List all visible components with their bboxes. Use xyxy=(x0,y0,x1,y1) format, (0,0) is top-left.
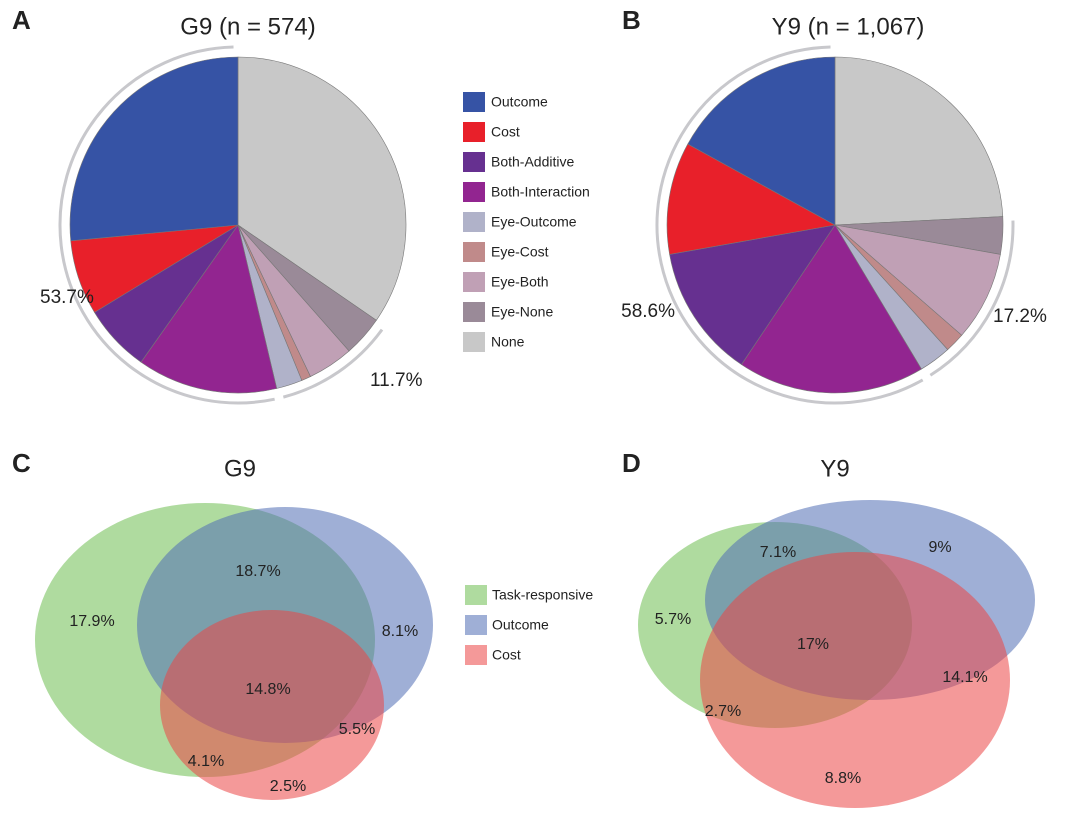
legend-swatch xyxy=(463,182,485,202)
pie-slice xyxy=(140,224,278,394)
legend-label: Eye-Cost xyxy=(491,244,549,260)
legend-swatch xyxy=(463,212,485,232)
chart-title: Y9 (n = 1,067) xyxy=(772,13,925,40)
region-label: 7.1% xyxy=(760,544,796,561)
legend-label: None xyxy=(491,334,525,350)
legend-label: Eye-Outcome xyxy=(491,214,577,230)
legend-label: Eye-None xyxy=(491,304,553,320)
group-label: 17.2% xyxy=(993,306,1047,327)
legend-label: Outcome xyxy=(491,94,548,110)
group-arc xyxy=(282,328,384,399)
region-label: 14.1% xyxy=(942,669,987,686)
pie-slice xyxy=(834,56,1004,226)
region-label: 5.5% xyxy=(339,721,375,738)
legend-label: Both-Interaction xyxy=(491,184,590,200)
group-arc xyxy=(655,45,924,405)
pie-slice xyxy=(741,224,922,394)
pie-slice xyxy=(687,56,836,226)
legend-label: Cost xyxy=(492,647,521,663)
region-label: 18.7% xyxy=(235,563,280,580)
venn-set xyxy=(160,610,384,800)
pie-slice xyxy=(666,143,836,255)
legend-swatch xyxy=(463,242,485,262)
chart-title: G9 xyxy=(224,455,256,482)
group-arc xyxy=(58,45,275,405)
pie-slice xyxy=(69,56,239,242)
region-label: 2.5% xyxy=(270,778,306,795)
legend-swatch xyxy=(463,152,485,172)
region-label: 17.9% xyxy=(69,613,114,630)
group-label: 58.6% xyxy=(621,301,675,322)
region-label: 4.1% xyxy=(188,753,224,770)
panel-letter: D xyxy=(622,448,641,478)
legend-swatch xyxy=(465,645,487,665)
chart-title: Y9 xyxy=(820,455,849,482)
legend-swatch xyxy=(463,272,485,292)
group-label: 53.7% xyxy=(40,287,94,308)
region-label: 2.7% xyxy=(705,703,741,720)
region-label: 5.7% xyxy=(655,611,691,628)
legend-label: Both-Additive xyxy=(491,154,574,170)
legend-label: Task-responsive xyxy=(492,587,593,603)
legend-swatch xyxy=(463,332,485,352)
legend-swatch xyxy=(463,122,485,142)
legend-swatch xyxy=(463,92,485,112)
group-label: 11.7% xyxy=(370,370,423,391)
panel-letter: B xyxy=(622,5,641,35)
legend-label: Cost xyxy=(491,124,520,140)
panel-letter: C xyxy=(12,448,31,478)
region-label: 17% xyxy=(797,636,829,653)
group-arc xyxy=(929,220,1015,377)
panel-letter: A xyxy=(12,5,31,35)
region-label: 8.8% xyxy=(825,770,861,787)
pie-slice xyxy=(237,56,407,321)
venn-set xyxy=(700,552,1010,808)
legend-swatch xyxy=(465,615,487,635)
legend-label: Outcome xyxy=(492,617,549,633)
legend-swatch xyxy=(465,585,487,605)
chart-title: G9 (n = 574) xyxy=(180,13,315,40)
region-label: 9% xyxy=(928,539,951,556)
legend-swatch xyxy=(463,302,485,322)
pie-slice xyxy=(669,224,836,365)
pie-slice xyxy=(833,224,1001,336)
region-label: 8.1% xyxy=(382,623,418,640)
legend-label: Eye-Both xyxy=(491,274,549,290)
region-label: 14.8% xyxy=(245,681,290,698)
